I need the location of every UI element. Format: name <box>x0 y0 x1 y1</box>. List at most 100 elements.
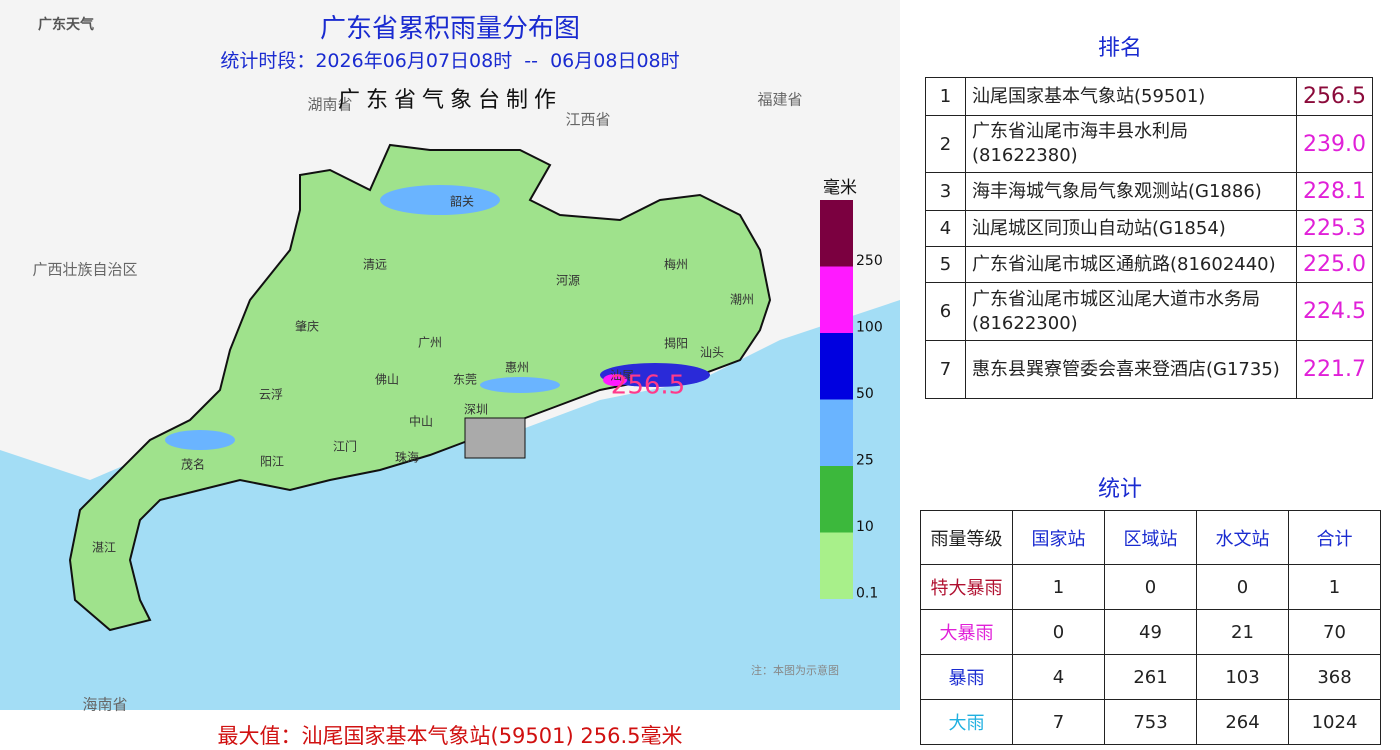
legend-label: 50 <box>856 386 874 402</box>
logo: 广东天气 <box>38 17 94 33</box>
guangdong <box>68 143 772 632</box>
cell: 49 <box>1104 609 1197 655</box>
place-label: 韶关 <box>450 194 474 209</box>
legend-swatch <box>820 266 853 333</box>
cell: 广东省汕尾市城区汕尾大道市水务局(81622300) <box>965 282 1297 341</box>
cell: 5 <box>925 246 966 283</box>
stats-row: 大雨 7 753 264 1024 <box>920 699 1381 745</box>
place-label: 湖南省 <box>307 96 352 114</box>
cell: 239.0 <box>1296 115 1373 173</box>
ranking-row: 7 惠东县巽寮管委会喜来登酒店(G1735) 221.7 <box>925 340 1373 399</box>
legend-label: 25 <box>856 453 874 469</box>
stats-row: 特大暴雨 1 0 0 1 <box>920 564 1381 610</box>
cell: 264 <box>1196 699 1289 745</box>
heavy-rain-area <box>600 363 710 387</box>
place-label: 潮州 <box>730 292 754 307</box>
cell: 753 <box>1104 699 1197 745</box>
place-label: 梅州 <box>664 257 688 272</box>
cell: 惠东县巽寮管委会喜来登酒店(G1735) <box>965 340 1297 399</box>
place-label: 佛山 <box>375 373 399 387</box>
place-label: 东莞 <box>453 373 477 387</box>
cell: 224.5 <box>1296 282 1373 341</box>
place-label: 肇庆 <box>295 319 319 334</box>
maker: 广东省气象台制作 <box>337 88 562 113</box>
legend-unit: 毫米 <box>823 178 857 198</box>
max-marker: 256.5 <box>611 371 685 401</box>
cell: 0 <box>1104 564 1197 610</box>
max-area <box>603 374 627 386</box>
ranking-row: 2 广东省汕尾市海丰县水利局(81622380) 239.0 <box>925 115 1373 173</box>
cell: 256.5 <box>1296 77 1373 116</box>
cell: 水文站 <box>1196 510 1289 565</box>
place-label: 汕头 <box>700 346 724 360</box>
cell: 区域站 <box>1104 510 1197 565</box>
cell: 大雨 <box>920 699 1013 745</box>
legend-swatch <box>820 333 853 400</box>
cell: 0 <box>1012 609 1105 655</box>
place-label: 海南省 <box>82 696 127 714</box>
cell: 228.1 <box>1296 172 1373 211</box>
legend-label: 250 <box>856 253 883 269</box>
ranking-row: 3 海丰海城气象局气象观测站(G1886) 228.1 <box>925 172 1373 211</box>
ranking-row: 6 广东省汕尾市城区汕尾大道市水务局(81622300) 224.5 <box>925 282 1373 341</box>
place-label: 广西壮族自治区 <box>32 261 137 279</box>
stats-row: 大暴雨 0 49 21 70 <box>920 609 1381 655</box>
ranking-title: 排名 <box>1097 36 1142 61</box>
cell: 特大暴雨 <box>920 564 1013 610</box>
ranking-table: 1 汕尾国家基本气象站(59501) 256.5 2 广东省汕尾市海丰县水利局(8162… <box>925 77 1373 399</box>
place-label: 珠海 <box>395 450 419 465</box>
cell: 225.0 <box>1296 246 1373 283</box>
legend-swatch <box>820 532 853 599</box>
cell: 广东省汕尾市海丰县水利局(81622380) <box>965 115 1297 173</box>
period: 统计时段：2026年06月07日08时 -- 06月08日08时 <box>220 50 680 72</box>
place-label: 湛江 <box>92 541 116 555</box>
place-label: 河源 <box>556 274 580 288</box>
stats-header: 雨量等级 国家站 区域站 水文站 合计 <box>920 510 1381 565</box>
footer: 最大值：汕尾国家基本气象站(59501) 256.5毫米 <box>217 724 683 748</box>
note: 注：本图为示意图 <box>751 663 839 677</box>
place-label: 深圳 <box>464 403 488 417</box>
place-label: 云浮 <box>259 388 283 402</box>
cell: 1 <box>1288 564 1381 610</box>
stats-row: 暴雨 4 261 103 368 <box>920 654 1381 700</box>
cell: 2 <box>925 115 966 173</box>
cell: 海丰海城气象局气象观测站(G1886) <box>965 172 1297 211</box>
cell: 大暴雨 <box>920 609 1013 655</box>
cell: 3 <box>925 172 966 211</box>
cell: 4 <box>925 210 966 247</box>
cell: 7 <box>925 340 966 399</box>
cell: 7 <box>1012 699 1105 745</box>
place-label: 广州 <box>418 336 442 350</box>
place-label: 福建省 <box>757 91 802 109</box>
place-label: 茂名 <box>181 457 205 472</box>
place-label: 江西省 <box>565 111 610 129</box>
legend-swatch <box>820 399 853 466</box>
sea <box>0 300 900 710</box>
rain-area <box>165 430 235 450</box>
place-label: 中山 <box>409 414 433 429</box>
cell: 汕尾城区同顶山自动站(G1854) <box>965 210 1297 247</box>
stats-table: 雨量等级 国家站 区域站 水文站 合计 特大暴雨 1 0 0 1 大暴雨 0 49 21 70 暴雨 4 261 1… <box>920 510 1381 745</box>
place-label: 阳江 <box>260 455 284 469</box>
hongkong <box>464 417 526 459</box>
cell: 1 <box>1012 564 1105 610</box>
place-label: 揭阳 <box>664 336 688 351</box>
cell: 225.3 <box>1296 210 1373 247</box>
cell: 4 <box>1012 654 1105 700</box>
rain-area <box>380 185 500 215</box>
place-label: 汕尾 <box>610 369 634 383</box>
legend-swatch <box>820 466 853 533</box>
cell: 6 <box>925 282 966 341</box>
cell: 221.7 <box>1296 340 1373 399</box>
cell: 国家站 <box>1012 510 1105 565</box>
place-label: 江门 <box>333 439 357 454</box>
ranking-row: 4 汕尾城区同顶山自动站(G1854) 225.3 <box>925 210 1373 247</box>
legend-label: 0.1 <box>856 586 878 602</box>
rain-area <box>480 377 560 393</box>
cell: 1 <box>925 77 966 116</box>
legend-label: 100 <box>856 320 883 336</box>
cell: 雨量等级 <box>920 510 1013 565</box>
cell: 368 <box>1288 654 1381 700</box>
